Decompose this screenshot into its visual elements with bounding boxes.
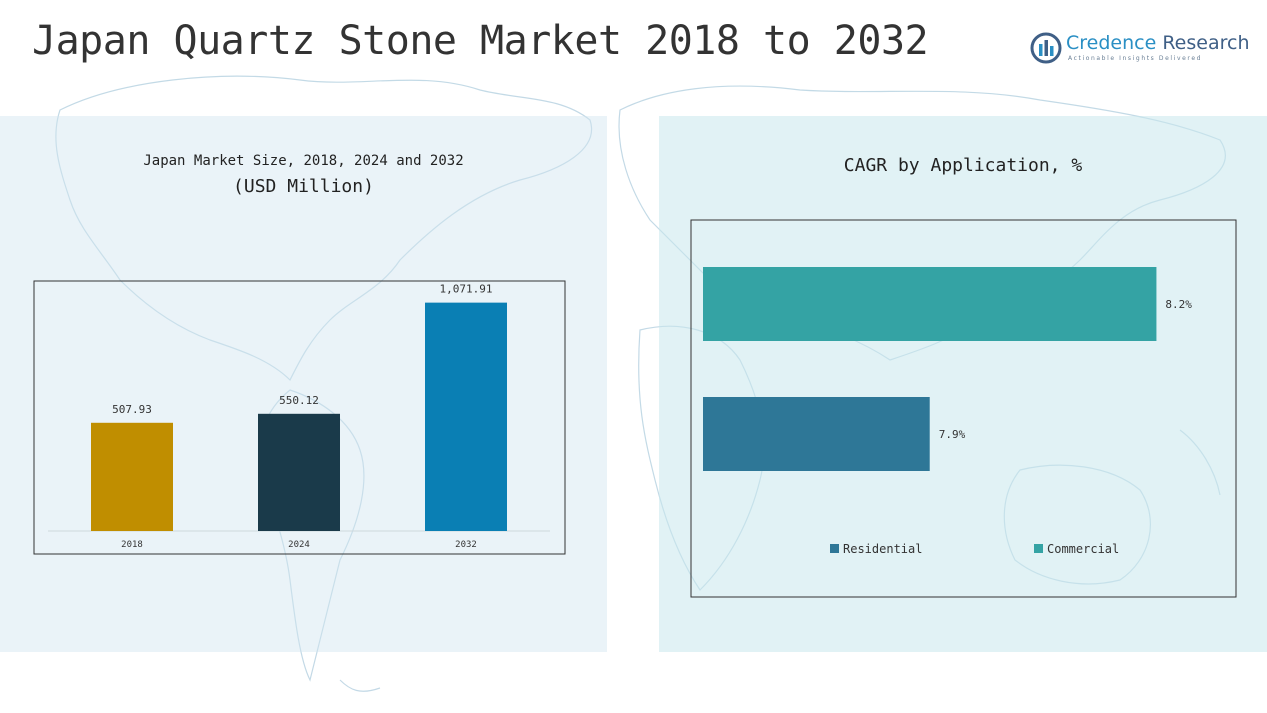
legend-label-commercial: Commercial (1047, 542, 1120, 556)
cagr-chart-frame (690, 219, 1237, 598)
x-tick-2018: 2018 (121, 540, 143, 550)
logo-name-part2: Research (1162, 32, 1250, 54)
bar-2018 (91, 422, 173, 531)
logo-name-part1: Credence (1066, 32, 1157, 54)
market-size-chart-title: Japan Market Size, 2018, 2024 and 2032 (143, 153, 464, 169)
cagr-panel (659, 116, 1267, 652)
logo-tagline: Actionable Insights Delivered (1068, 55, 1203, 62)
x-tick-2024: 2024 (288, 540, 310, 550)
market-size-bars: 507.93 2018 550.12 2024 1,071.91 2032 (91, 283, 507, 550)
bar-2024 (258, 413, 340, 531)
legend-label-residential: Residential (843, 542, 923, 556)
data-label-2032: 1,071.91 (440, 283, 493, 296)
legend-item-commercial: Commercial (1034, 542, 1119, 556)
market-size-chart-subtitle: (USD Million) (233, 176, 374, 197)
data-label-2024: 550.12 (279, 394, 319, 407)
legend-swatch-residential (830, 544, 839, 553)
cagr-chart-title: CAGR by Application, % (843, 155, 1083, 176)
data-label-2018: 507.93 (112, 403, 152, 416)
data-label-residential: 7.9% (939, 428, 966, 441)
cagr-bars: 8.2% 7.9% (703, 267, 1192, 471)
logo-text: Credence Research (1066, 32, 1249, 54)
legend-swatch-commercial (1034, 544, 1043, 553)
data-label-commercial: 8.2% (1165, 298, 1192, 311)
bar-2032 (425, 302, 507, 531)
market-size-chart-frame (33, 280, 566, 555)
credence-research-logo: Credence Research Actionable Insights De… (1030, 30, 1249, 70)
bar-commercial (703, 267, 1157, 341)
bar-chart-logo-icon (1030, 32, 1062, 64)
x-tick-2032: 2032 (455, 540, 477, 550)
bar-residential (703, 397, 930, 471)
legend-item-residential: Residential (830, 542, 922, 556)
page-title: Japan Quartz Stone Market 2018 to 2032 (32, 18, 929, 64)
